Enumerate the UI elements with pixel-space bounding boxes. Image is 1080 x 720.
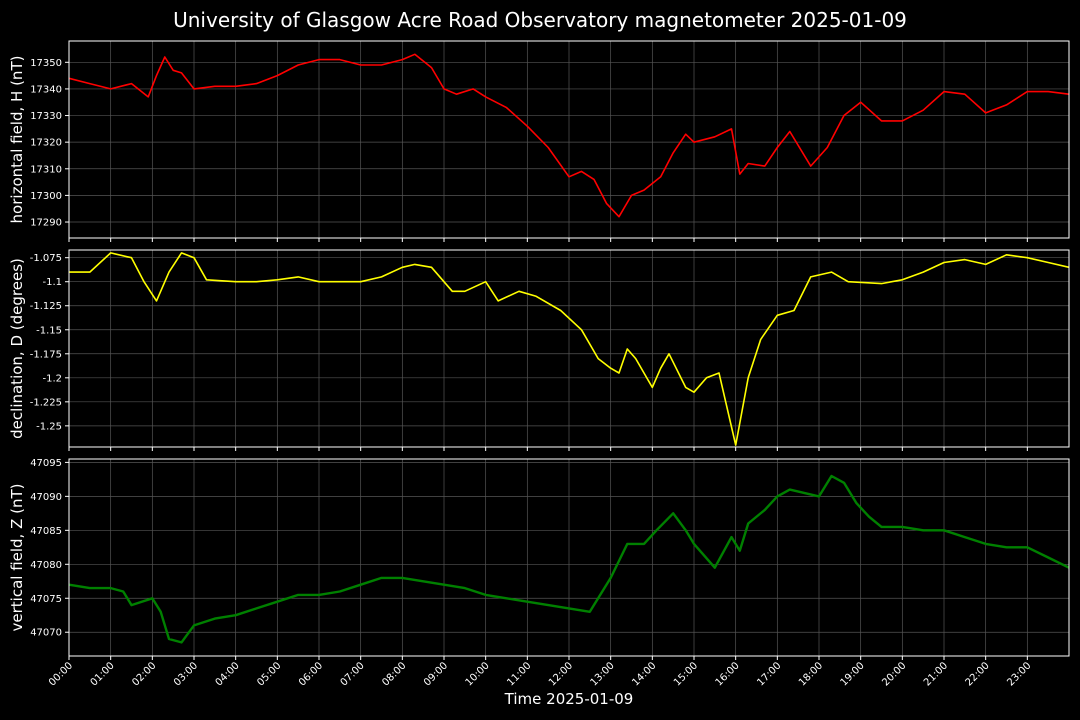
y-tick-label: -1.1 — [42, 277, 62, 288]
x-tick-label: 08:00 — [380, 660, 408, 688]
x-tick-label: 16:00 — [714, 660, 742, 688]
x-tick-label: 09:00 — [422, 660, 450, 688]
y-tick-label: -1.125 — [30, 301, 62, 312]
y-tick-label: 47090 — [30, 492, 62, 503]
x-tick-label: 01:00 — [89, 660, 117, 688]
y-tick-label: 47095 — [30, 458, 62, 469]
series-line-2 — [69, 252, 1070, 446]
x-tick-label: 13:00 — [589, 660, 617, 688]
x-tick-label: 19:00 — [839, 660, 867, 688]
y-tick-label: -1.075 — [30, 253, 62, 264]
y-tick-label: 47075 — [30, 594, 62, 605]
y-tick-label: -1.2 — [42, 373, 62, 384]
x-tick-label: 04:00 — [214, 660, 242, 688]
axes-frame — [68, 458, 1070, 657]
x-tick-label: 00:00 — [47, 660, 75, 688]
y-tick-label: 47080 — [30, 560, 62, 571]
x-tick-label: 15:00 — [672, 660, 700, 688]
y-tick-label: 17340 — [30, 84, 62, 95]
x-axis-label: Time 2025-01-09 — [504, 690, 634, 708]
x-tick-label: 14:00 — [630, 660, 658, 688]
x-tick-label: 18:00 — [797, 660, 825, 688]
y-tick-label: 17290 — [30, 218, 62, 229]
chart-title: University of Glasgow Acre Road Observat… — [173, 8, 907, 32]
x-tick-label: 23:00 — [1005, 660, 1033, 688]
y-tick-label: 17320 — [30, 138, 62, 149]
y-axis-label: vertical field, Z (nT) — [8, 483, 26, 631]
x-tick-label: 17:00 — [755, 660, 783, 688]
y-axis-label: declination, D (degrees) — [8, 258, 26, 439]
x-tick-label: 22:00 — [964, 660, 992, 688]
series-line-3 — [68, 474, 1070, 644]
x-tick-label: 07:00 — [339, 660, 367, 688]
x-tick-label: 06:00 — [297, 660, 325, 688]
y-tick-label: 17350 — [30, 58, 62, 69]
x-tick-label: 11:00 — [505, 660, 533, 688]
x-tick-label: 03:00 — [172, 660, 200, 688]
x-tick-label: 21:00 — [922, 660, 950, 688]
y-tick-label: 47085 — [30, 526, 62, 537]
y-tick-label: 47070 — [30, 628, 62, 639]
x-tick-label: 12:00 — [547, 660, 575, 688]
series-line-1 — [68, 53, 1070, 218]
y-tick-label: 17300 — [30, 191, 62, 202]
y-tick-label: -1.15 — [36, 325, 62, 336]
x-tick-label: 10:00 — [464, 660, 492, 688]
y-tick-label: 17330 — [30, 111, 62, 122]
y-tick-label: 17310 — [30, 164, 62, 175]
y-tick-label: -1.25 — [36, 421, 62, 432]
x-tick-label: 02:00 — [130, 660, 158, 688]
y-tick-label: -1.225 — [30, 397, 62, 408]
x-tick-label: 05:00 — [255, 660, 283, 688]
axes-frame — [68, 249, 1070, 448]
axes-frame — [68, 40, 1070, 239]
y-axis-label: horizontal field, H (nT) — [8, 56, 26, 224]
x-tick-label: 20:00 — [880, 660, 908, 688]
y-tick-label: -1.175 — [30, 349, 62, 360]
